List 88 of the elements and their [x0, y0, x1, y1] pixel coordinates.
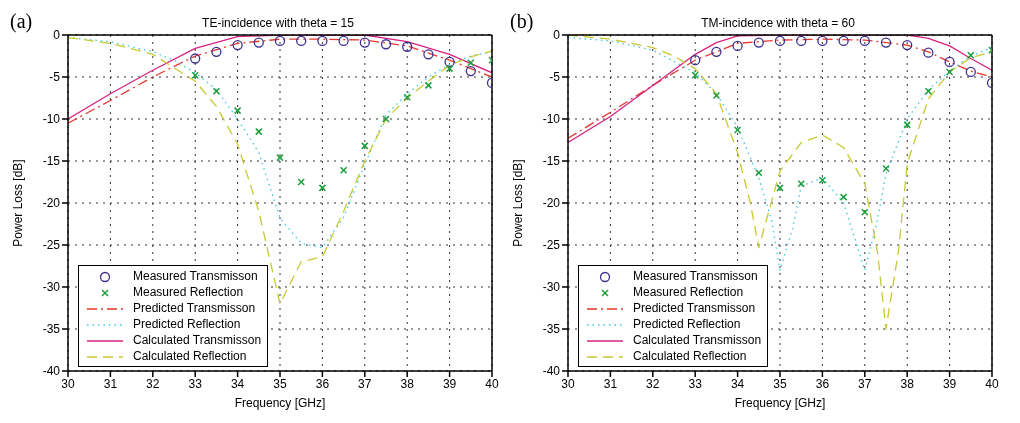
y-tick-label: -10 [42, 112, 61, 127]
y-tick-label: -15 [42, 154, 61, 169]
point [444, 56, 455, 68]
legend-label: Calculated Transmisson [632, 332, 762, 348]
y-tick-label: -10 [542, 112, 561, 127]
y-tick-label: -20 [42, 196, 61, 211]
legend-label: Calculated Transmisson [132, 332, 262, 348]
legend-label: Predicted Reflection [632, 316, 742, 332]
x-tick-label: 34 [730, 376, 745, 391]
x-tick-label: 38 [400, 376, 415, 391]
y-tick-label: 0 [53, 28, 61, 43]
point [711, 46, 722, 57]
chart-title: TM-incidence with theta = 60 [700, 16, 856, 30]
x-tick-label: 33 [688, 376, 703, 391]
point [274, 35, 286, 47]
y-tick-label: -20 [542, 196, 561, 211]
y-axis-title: Power Loss [dB] [511, 159, 526, 247]
text: (b) [510, 10, 534, 33]
y-axis-title: Power Loss [dB] [11, 159, 26, 247]
legend-label: Measured Reflection [132, 284, 245, 300]
point [753, 37, 764, 48]
y-tick-label: -5 [49, 70, 61, 85]
x-tick-label: 38 [900, 376, 915, 391]
y-tick-label: -35 [542, 322, 561, 337]
x-axis-title: Frequency [GHz] [234, 396, 326, 410]
x-tick-label: 37 [858, 376, 872, 391]
point [232, 39, 243, 51]
legend-label: Calculated Reflection [132, 348, 248, 364]
text: (a) [10, 10, 33, 33]
x-tick-label: 32 [146, 376, 160, 391]
point [859, 35, 870, 47]
point [880, 37, 892, 48]
legend-label: Measured Transmisson [132, 268, 259, 284]
legend-label: Measured Transmisson [632, 268, 759, 284]
point [423, 49, 434, 60]
point [211, 46, 222, 57]
point [380, 39, 392, 50]
y-tick-label: -40 [542, 364, 561, 379]
chart-title: TE-incidence with theta = 15 [201, 16, 355, 30]
point [317, 35, 328, 47]
point [944, 56, 955, 68]
point [817, 35, 828, 47]
legend-label: Predicted Reflection [132, 316, 242, 332]
point [965, 66, 976, 78]
y-tick-label: 0 [553, 28, 561, 43]
x-tick-label: 34 [230, 376, 245, 391]
point [296, 35, 307, 47]
x-tick-label: 35 [773, 376, 787, 391]
y-tick-label: -25 [42, 238, 61, 253]
y-tick-label: -30 [542, 280, 561, 295]
x-tick-label: 32 [646, 376, 660, 391]
y-tick-label: -30 [42, 280, 61, 295]
x-tick-label: 31 [603, 376, 618, 391]
x-tick-label: 39 [942, 376, 957, 391]
point [732, 40, 743, 52]
y-tick-label: -25 [542, 238, 561, 253]
y-tick-label: -15 [542, 154, 561, 169]
point [838, 35, 849, 47]
point [902, 39, 913, 51]
point [253, 37, 264, 48]
x-tick-label: 33 [188, 376, 203, 391]
legend-label: Predicted Transmisson [132, 300, 257, 316]
x-tick-label: 40 [985, 376, 999, 391]
point [690, 55, 701, 66]
point [796, 35, 807, 47]
point [359, 37, 370, 48]
x-tick-label: 30 [61, 376, 75, 391]
x-tick-label: 36 [315, 376, 330, 391]
legend-label: Calculated Reflection [632, 348, 748, 364]
legend-label: Measured Reflection [632, 284, 745, 300]
point [402, 41, 413, 52]
x-tick-label: 30 [561, 376, 575, 391]
point [923, 47, 934, 58]
x-tick-label: 37 [358, 376, 372, 391]
point [190, 53, 201, 64]
x-tick-label: 31 [103, 376, 118, 391]
point [338, 35, 349, 47]
x-tick-label: 35 [273, 376, 287, 391]
x-tick-label: 40 [485, 376, 499, 391]
y-tick-label: -35 [42, 322, 61, 337]
legend-label: Predicted Transmisson [632, 300, 757, 316]
x-tick-label: 39 [442, 376, 457, 391]
y-tick-label: -40 [42, 364, 61, 379]
x-tick-label: 36 [815, 376, 830, 391]
point [465, 65, 476, 77]
y-tick-label: -5 [549, 70, 561, 85]
x-axis-title: Frequency [GHz] [734, 396, 826, 410]
point [774, 35, 786, 47]
